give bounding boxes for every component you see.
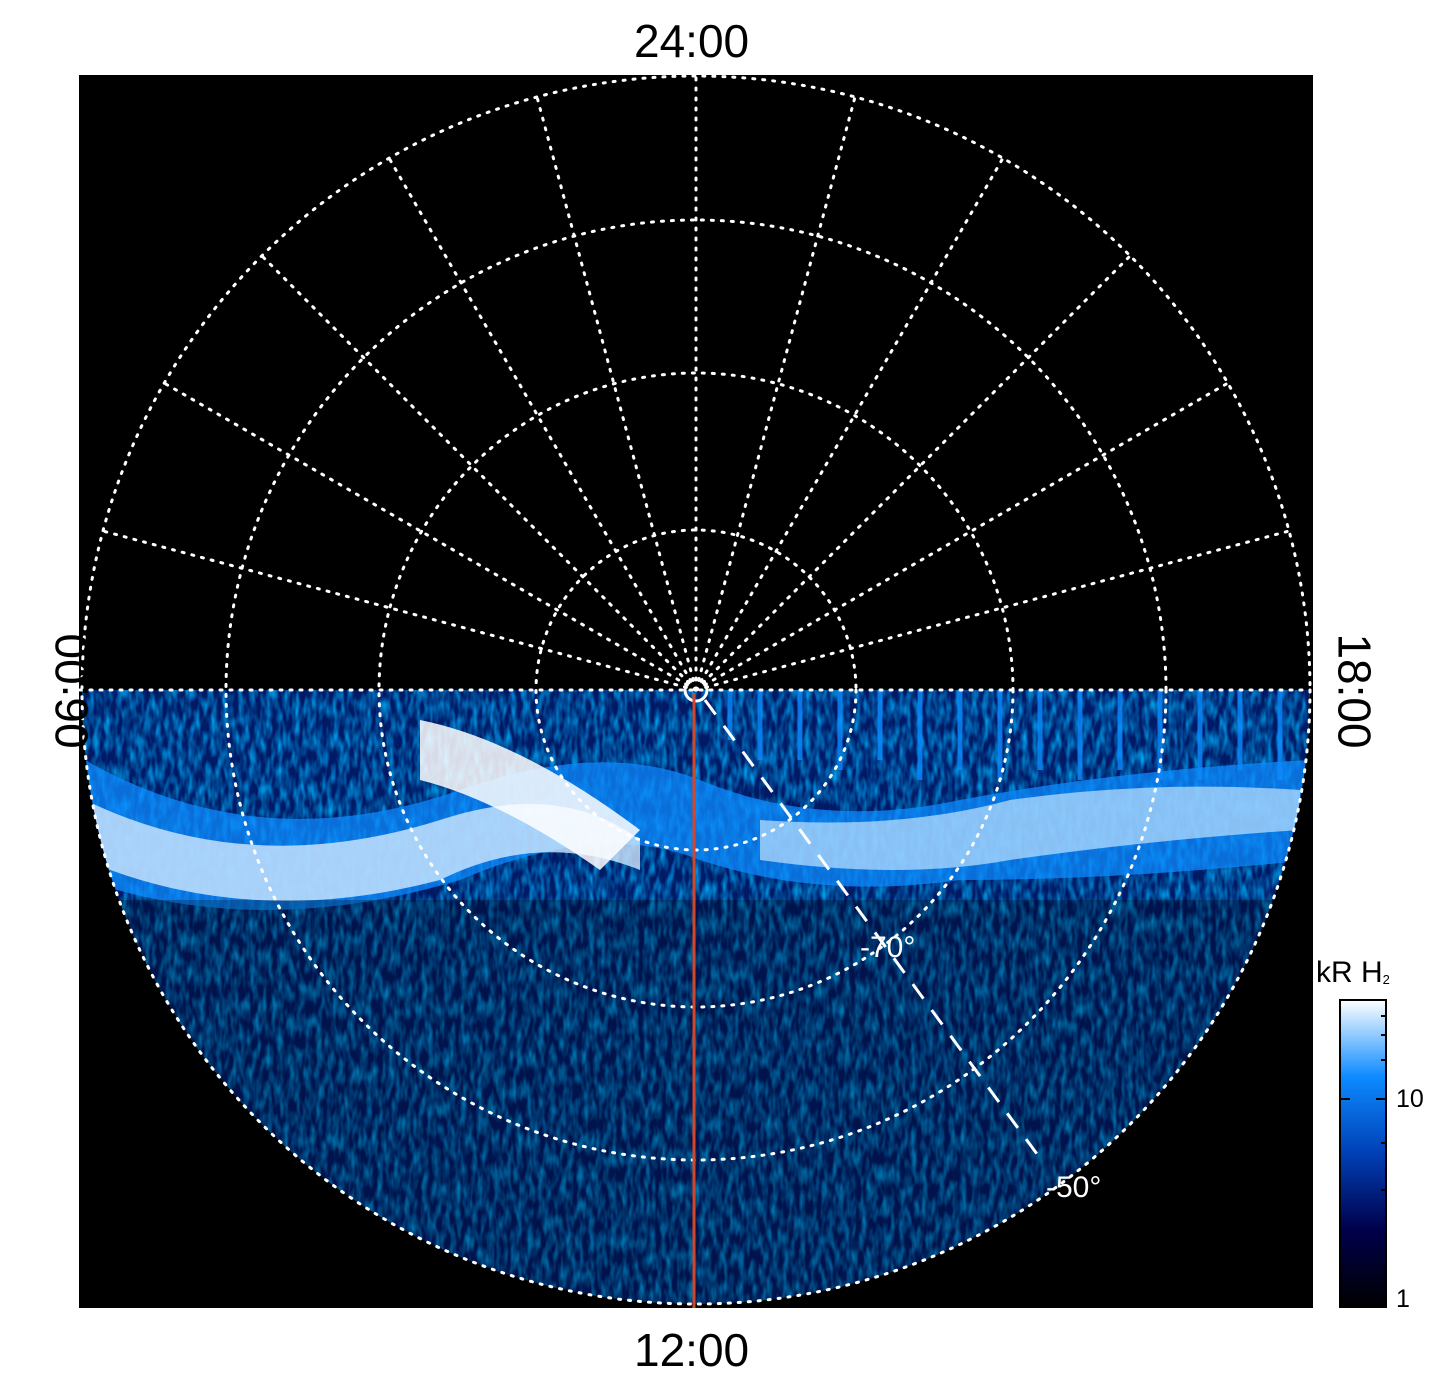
latitude-label-70: -70° [860, 931, 915, 964]
local-time-label-top: 24:00 [634, 15, 750, 67]
colorbar [1339, 999, 1387, 1308]
local-time-label-right: 18:00 [1328, 633, 1381, 749]
local-time-label-left: 06:00 [45, 633, 98, 749]
colorbar-title-text: kR H [1316, 956, 1383, 989]
colorbar-tick-label-10: 10 [1396, 1085, 1424, 1113]
colorbar-tick-label-1: 1 [1396, 1285, 1410, 1313]
polar-grid [78, 74, 1312, 1306]
aurora-emission [79, 75, 1313, 1304]
colorbar-ticks [1340, 1015, 1386, 1191]
spacecraft-track [703, 699, 1047, 1166]
local-time-label-bottom: 12:00 [634, 1324, 750, 1376]
colorbar-title: kR H2 [1316, 956, 1390, 990]
latitude-label-50: -50° [1046, 1171, 1101, 1204]
pole-marker-icon [683, 677, 709, 703]
colorbar-title-subscript: 2 [1382, 972, 1390, 987]
